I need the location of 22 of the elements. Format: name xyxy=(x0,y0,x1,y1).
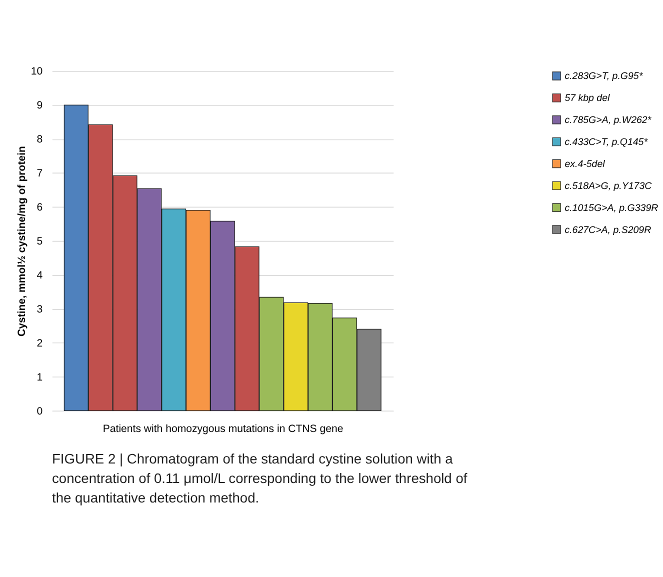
y-tick-label: 3 xyxy=(36,303,43,316)
legend-label: ex.4-5del xyxy=(564,158,606,170)
y-tick-label: 9 xyxy=(36,100,43,112)
y-tick-label: 1 xyxy=(36,371,43,384)
y-tick-label: 6 xyxy=(36,202,43,214)
legend-label: c.283G>T, p.G95* xyxy=(564,71,644,82)
legend-label: c.627C>A, p.S209R xyxy=(564,224,652,236)
y-tick-label: 5 xyxy=(36,236,43,248)
caption: FIGURE 2 | Chromatogram of the standard cystine solution with a concentration of 0.11 μmol/L corresponding to the lower threshold of the quantitative detection method. xyxy=(52,450,468,506)
y-tick-label: 8 xyxy=(36,134,43,146)
legend-label: c.1015G>A, p.G339R xyxy=(564,202,658,214)
legend-label: c.433C>T, p.Q145* xyxy=(564,137,649,148)
y-tick-label: 4 xyxy=(36,269,43,282)
y-axis-title: Cystine, mmol½ cystine/mg of protein xyxy=(16,146,28,337)
legend-label: c.785G>A, p.W262* xyxy=(564,115,652,126)
y-tick-label: 0 xyxy=(36,405,43,418)
x-axis-title: Patients with homozygous mutations in CTNS gene xyxy=(102,423,344,436)
y-tick-label: 10 xyxy=(30,66,43,78)
y-tick-label: 2 xyxy=(36,337,43,350)
y-tick-label: 7 xyxy=(36,168,43,180)
legend-label: 57 kbp del xyxy=(564,93,611,104)
legend-label: c.518A>G, p.Y173C xyxy=(564,180,653,192)
